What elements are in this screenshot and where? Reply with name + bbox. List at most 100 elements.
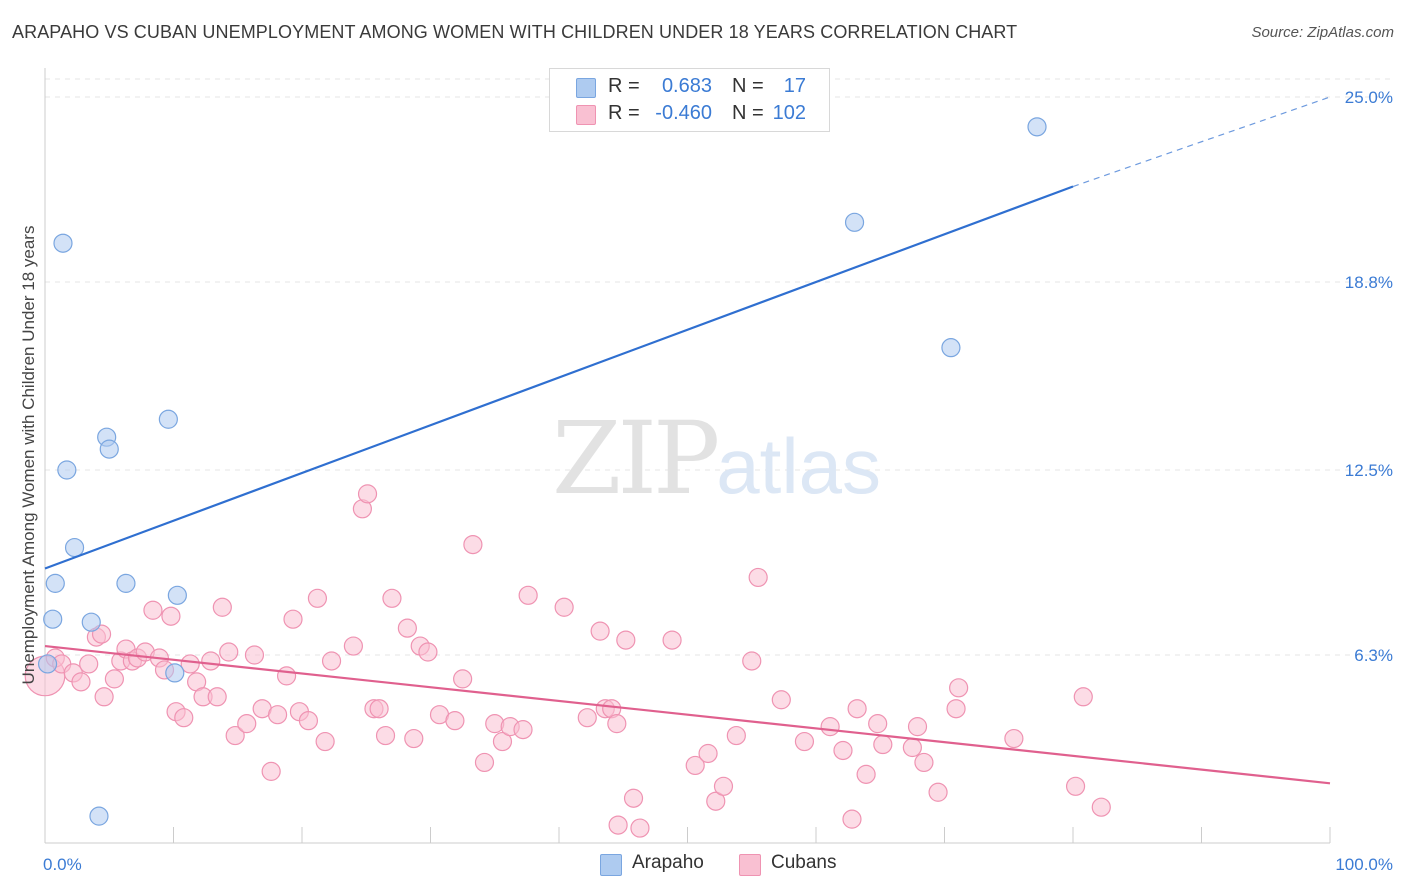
cubans-point (212, 597, 232, 617)
arapaho-point (941, 338, 961, 358)
cubans-point (307, 588, 328, 608)
cubans-point (713, 776, 734, 796)
y-tick-label: 25.0% (1345, 88, 1393, 107)
cubans-point (820, 717, 840, 737)
cubans-point (1091, 797, 1111, 817)
bottom-legend-label-cubans: Cubans (771, 852, 837, 873)
cubans-point (369, 699, 389, 719)
cubans-point (244, 645, 265, 665)
legend-r-value: 0.683 (661, 75, 712, 97)
cubans-point (590, 621, 610, 641)
arapaho-point (43, 609, 63, 629)
cubans-point (180, 654, 200, 674)
cubans-point (404, 728, 424, 749)
cubans-point (225, 725, 245, 746)
cubans-point (706, 791, 726, 811)
cubans-point (174, 708, 194, 728)
cubans-point (418, 642, 438, 662)
bottom-legend-label-arapaho: Arapaho (632, 852, 704, 873)
cubans-point (946, 699, 966, 719)
cubans-point (794, 731, 815, 752)
y-tick-label: 12.5% (1345, 461, 1393, 480)
cubans-point (833, 740, 853, 761)
watermark-atlas: atlas (716, 422, 882, 510)
y-tick-label: 18.8% (1345, 273, 1393, 292)
cubans-point (219, 642, 239, 662)
correlation-legend: R = 0.683 N = 17 R = -0.460 N = 102 (549, 68, 830, 132)
arapaho-point (158, 409, 178, 429)
cubans-point (662, 630, 682, 650)
arapaho-point (165, 663, 185, 683)
arapaho-point (167, 585, 187, 605)
cubans-point (726, 725, 746, 746)
cubans-point (949, 678, 969, 698)
cubans-point (1065, 776, 1086, 796)
cubans-point (474, 752, 495, 773)
arapaho-point (53, 233, 73, 253)
cubans-point (914, 752, 934, 773)
cubans-point (1004, 728, 1024, 749)
cubans-point (685, 755, 705, 776)
cubans-point (623, 788, 644, 808)
cubans-point (630, 818, 650, 838)
cubans-point (71, 672, 91, 692)
cubans-point (577, 708, 597, 728)
legend-row-cubans: R = -0.460 N = 102 (550, 100, 829, 128)
source-label: Source: ZipAtlas.com (1251, 24, 1394, 41)
y-axis-label: Unemployment Among Women with Children U… (19, 225, 38, 685)
cubans-point (357, 484, 378, 504)
arapaho-point (116, 573, 136, 593)
cubans-point (616, 630, 636, 650)
cubans-point (492, 731, 513, 752)
bottom-legend-swatch-cubans (739, 854, 761, 876)
legend-r-label: R = (608, 75, 640, 97)
arapaho-trend-extension (1072, 96, 1331, 188)
cubans-point (315, 731, 335, 752)
cubans-point (742, 651, 762, 671)
cubans-point (267, 705, 288, 725)
arapaho-point (37, 654, 58, 674)
cubans-point (698, 743, 718, 764)
arapaho-point (64, 537, 85, 558)
cubans-point (873, 734, 893, 755)
cubans-point (79, 654, 99, 674)
cubans-trend-line (44, 644, 1331, 785)
legend-n-value: 17 (783, 75, 806, 97)
legend-n-label: N = (732, 75, 764, 97)
legend-r-value: -0.460 (655, 102, 712, 124)
cubans-point (207, 687, 227, 707)
cubans-point (513, 720, 533, 740)
arapaho-trend-line (44, 185, 1074, 570)
cubans-point (868, 714, 888, 734)
cubans-point (161, 606, 181, 626)
cubans-point (104, 669, 124, 689)
x-tick-label: 100.0% (1335, 855, 1393, 874)
arapaho-point (844, 212, 865, 232)
cubans-point (771, 690, 791, 710)
cubans-point (375, 725, 396, 746)
watermark-zip: ZIP (552, 400, 720, 517)
cubans-point (283, 609, 303, 629)
arapaho-point (57, 460, 77, 480)
arapaho-point (1027, 117, 1047, 137)
cubans-point (201, 651, 221, 671)
cubans-point (928, 782, 948, 802)
cubans-point (748, 567, 768, 588)
y-tick-label: 6.3% (1354, 646, 1393, 665)
cubans-point (1073, 687, 1093, 707)
legend-r-label: R = (608, 102, 640, 124)
legend-n-label: N = (732, 102, 764, 124)
cubans-point (902, 737, 922, 758)
legend-n-value: 102 (772, 102, 806, 124)
cubans-point (382, 588, 402, 608)
chart-title: ARAPAHO VS CUBAN UNEMPLOYMENT AMONG WOME… (12, 22, 1018, 42)
cubans-point (554, 597, 574, 617)
cubans-point (842, 809, 862, 829)
cubans-point (94, 687, 114, 707)
legend-swatch-cubans (576, 105, 596, 125)
cubans-point (397, 618, 417, 638)
cubans-point (856, 764, 876, 784)
cubans-point (847, 699, 867, 719)
cubans-point (298, 711, 319, 731)
watermark: ZIPatlas (552, 400, 881, 517)
